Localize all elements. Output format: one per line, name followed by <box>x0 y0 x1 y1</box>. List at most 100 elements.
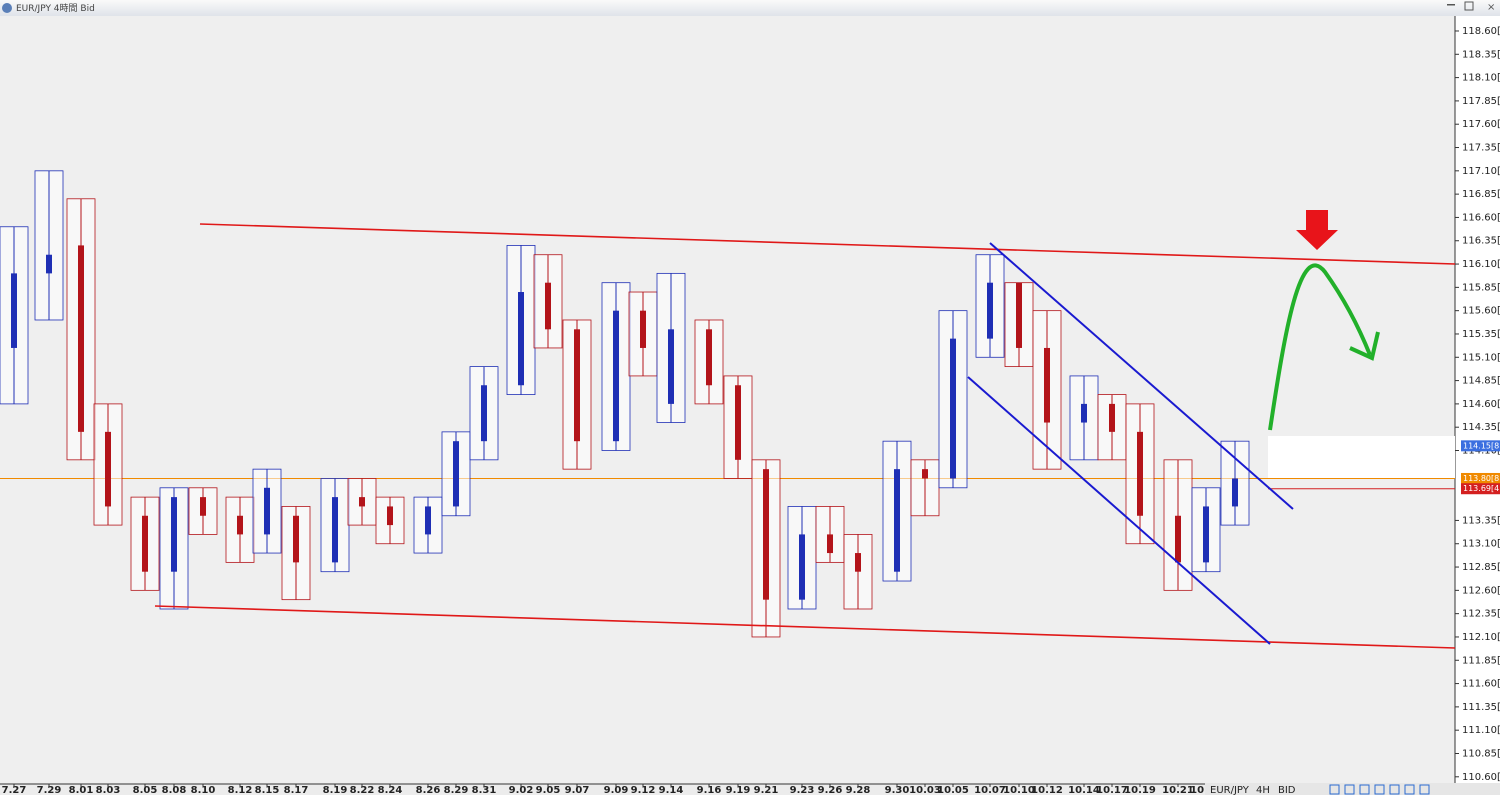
price-marker <box>1461 483 1500 495</box>
x-tick-label: 9.07 <box>565 785 590 795</box>
x-tick-label: 8.29 <box>444 785 469 795</box>
x-tick-label: 8.08 <box>162 785 187 795</box>
candle-body <box>1081 403 1087 423</box>
price-marker <box>1461 472 1500 484</box>
y-tick-label: 116.10[0 <box>1462 259 1500 270</box>
y-tick-label: 116.35[0 <box>1462 236 1500 247</box>
y-tick-label: 115.60[0 <box>1462 306 1500 317</box>
tool-button[interactable] <box>1344 784 1355 795</box>
candle-body <box>763 469 769 600</box>
y-tick-label: 114.60[0 <box>1462 399 1500 410</box>
candle-body <box>293 515 299 563</box>
candle-body <box>518 292 524 386</box>
x-tick-label: 8.10 <box>191 785 216 795</box>
candle-body <box>1016 282 1022 348</box>
forecast-arrow <box>1268 263 1372 431</box>
y-tick-label: 113.10[0 <box>1462 539 1500 550</box>
y-tick-label: 111.60[0 <box>1462 679 1500 690</box>
x-tick-label: 8.22 <box>350 785 375 795</box>
x-tick-label: 8.19 <box>323 785 348 795</box>
x-tick-label: 8.15 <box>255 785 280 795</box>
x-tick-label: 10.17 <box>1096 785 1128 795</box>
tool-button[interactable] <box>1329 784 1340 795</box>
x-tick-label: 8.12 <box>228 785 253 795</box>
candle-body <box>1044 347 1050 423</box>
candle-body <box>105 431 111 507</box>
symbol-select[interactable]: EUR/JPY <box>1210 785 1250 795</box>
candle-body <box>46 254 52 274</box>
candle-body <box>574 329 580 442</box>
y-tick-label: 111.85[0 <box>1462 655 1500 666</box>
price-axis <box>1455 16 1500 784</box>
tool-button[interactable] <box>1374 784 1385 795</box>
y-tick-label: 114.35[0 <box>1462 422 1500 433</box>
tool-button[interactable] <box>1389 784 1400 795</box>
candle-body <box>359 497 365 507</box>
y-tick-label: 112.60[0 <box>1462 585 1500 596</box>
y-tick-label: 112.10[0 <box>1462 632 1500 643</box>
y-tick-label: 112.85[0 <box>1462 562 1500 573</box>
x-tick-label: 9.28 <box>846 785 871 795</box>
x-tick-label: 8.26 <box>416 785 441 795</box>
candle-body <box>545 282 551 330</box>
candle-body <box>142 515 148 572</box>
channel-upper <box>989 242 1294 510</box>
candle-body <box>1175 515 1181 563</box>
x-tick-label: 9.12 <box>631 785 656 795</box>
forecast-arrowhead <box>1349 331 1380 361</box>
tool-button[interactable] <box>1419 784 1430 795</box>
timeframe-select[interactable]: 4H <box>1256 785 1270 795</box>
y-tick-label: 116.85[0 <box>1462 189 1500 200</box>
x-tick-label: 9.23 <box>790 785 815 795</box>
x-tick-label: 8.17 <box>284 785 309 795</box>
x-tick-label: 8.03 <box>96 785 121 795</box>
candle-body <box>171 497 177 572</box>
price-marker-label: 114.15[8] <box>1463 441 1500 450</box>
candle-body <box>1109 403 1115 432</box>
x-tick-label: 9.05 <box>536 785 561 795</box>
candle-body <box>827 534 833 554</box>
candle-body <box>1203 506 1209 563</box>
x-tick-label: 7.27 <box>2 785 27 795</box>
x-tick-label: 10.14 <box>1068 785 1100 795</box>
x-tick-label: 9.02 <box>509 785 534 795</box>
minimize-button[interactable] <box>1447 4 1455 6</box>
candle-body <box>613 310 619 442</box>
x-tick-label: 9.19 <box>726 785 751 795</box>
candle-body <box>950 338 956 479</box>
price-type-select[interactable]: BID <box>1278 785 1296 795</box>
app-icon <box>2 3 12 13</box>
y-tick-label: 110.60[0 <box>1462 772 1500 783</box>
x-tick-label: 10.10 <box>1003 785 1035 795</box>
y-tick-label: 118.60[0 <box>1462 26 1500 37</box>
y-tick-label: 115.35[0 <box>1462 329 1500 340</box>
candle-body <box>706 329 712 386</box>
range-box <box>1268 436 1455 478</box>
x-tick-label: 9.09 <box>604 785 629 795</box>
title-bar <box>0 0 1500 16</box>
candle-body <box>894 469 900 572</box>
price-marker-label: 113.69[4] <box>1463 484 1500 493</box>
candle-body <box>453 441 459 507</box>
y-tick-label: 116.60[0 <box>1462 212 1500 223</box>
tool-button[interactable] <box>1359 784 1370 795</box>
y-tick-label: 111.10[0 <box>1462 725 1500 736</box>
tool-button[interactable] <box>1404 784 1415 795</box>
price-marker <box>1461 440 1500 452</box>
candle-body <box>735 385 741 460</box>
candle-body <box>481 385 487 442</box>
y-tick-label: 110.85[0 <box>1462 748 1500 759</box>
x-tick-label: 9.21 <box>754 785 779 795</box>
candle-body <box>264 487 270 535</box>
y-tick-label: 117.35[0 <box>1462 143 1500 154</box>
x-tick-label: 8.05 <box>133 785 158 795</box>
candle-body <box>987 282 993 339</box>
candle-body <box>237 515 243 535</box>
x-tick-label: 9.16 <box>697 785 722 795</box>
candle-body <box>332 497 338 563</box>
close-button[interactable]: × <box>1487 2 1495 13</box>
y-tick-label: 114.85[0 <box>1462 376 1500 387</box>
price-marker-label: 113.80[8] <box>1463 474 1500 483</box>
maximize-button[interactable] <box>1464 1 1474 11</box>
